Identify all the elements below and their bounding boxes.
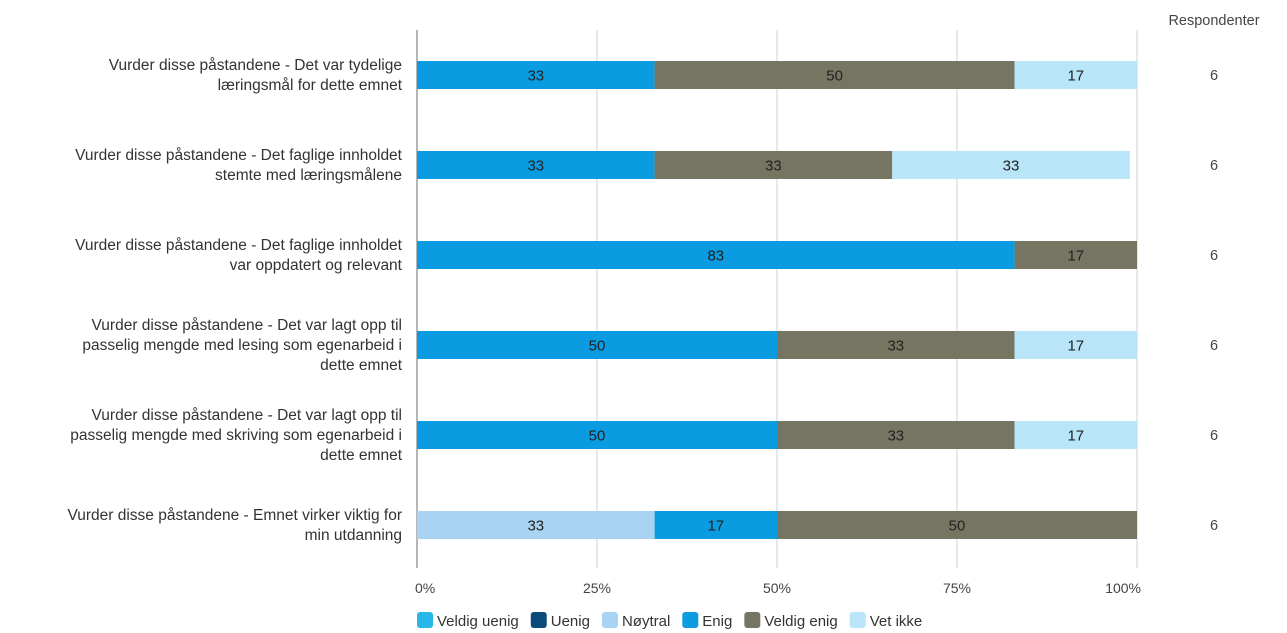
respondents-header: Respondenter (1168, 13, 1259, 29)
bar-value-label: 33 (527, 518, 544, 535)
bar-value-label: 33 (887, 338, 904, 355)
bar-segment (417, 61, 655, 89)
bar-segment (654, 61, 1015, 89)
legend-swatch (682, 612, 699, 628)
bar-value-label: 33 (527, 158, 544, 175)
category-label: læringsmål for dette emnet (218, 77, 403, 94)
bar-segment (417, 511, 655, 539)
legend-item: Enig (682, 612, 732, 630)
legend-swatch (601, 612, 618, 628)
bars: 33 50 17 33 33 33 83 17 50 33 17 50 33 17 33 17 50 (417, 61, 1137, 539)
category-labels: Vurder disse påstandene - Det var tydeli… (67, 57, 402, 544)
legend-item: Vet ikke (849, 612, 923, 630)
bar-value-label: 33 (527, 68, 544, 85)
legend-swatch (530, 612, 547, 628)
category-label: dette emnet (320, 447, 403, 464)
bar-segment (417, 421, 777, 449)
legend-item: Veldig uenig (417, 612, 519, 630)
legend-item: Uenig (530, 612, 590, 630)
bar-value-label: 33 (765, 158, 782, 175)
bar-value-label: 83 (707, 248, 724, 265)
category-label: passelig mengde med skriving som egenarb… (70, 427, 402, 444)
bar-value-label: 50 (589, 428, 606, 445)
legend-item: Nøytral (601, 612, 670, 630)
respondent-count: 6 (1210, 428, 1218, 444)
bar-value-label: 17 (1067, 248, 1084, 265)
bar-value-label: 33 (887, 428, 904, 445)
bar-segment (1014, 241, 1137, 269)
category-label: Vurder disse påstandene - Det var tydeli… (109, 57, 402, 74)
bar-value-label: 33 (1003, 158, 1020, 175)
bar-value-label: 17 (1067, 428, 1084, 445)
category-label: dette emnet (320, 357, 403, 374)
legend-label: Vet ikke (870, 613, 923, 630)
grid-lines (416, 30, 1138, 568)
bar-segment (892, 151, 1130, 179)
x-tick-label: 50% (763, 580, 791, 596)
bar-segment (654, 511, 777, 539)
legend-label: Veldig uenig (437, 613, 519, 630)
bar-value-label: 50 (949, 518, 966, 535)
respondent-count: 6 (1210, 68, 1218, 84)
bar-value-label: 17 (707, 518, 724, 535)
respondents-column: Respondenter 6 6 6 6 6 6 (1168, 13, 1259, 534)
bar-segment (1014, 421, 1137, 449)
legend-label: Enig (702, 613, 732, 630)
category-label: Vurder disse påstandene - Det var lagt o… (92, 407, 402, 424)
respondent-count: 6 (1210, 248, 1218, 264)
category-label: Vurder disse påstandene - Emnet virker v… (67, 507, 402, 524)
bar-segment (1014, 61, 1137, 89)
bar-segment (654, 151, 893, 179)
bar-segment (1014, 331, 1137, 359)
bar-segment (417, 331, 777, 359)
bar-value-label: 50 (589, 338, 606, 355)
legend-swatch (417, 612, 433, 628)
bar-segment (777, 421, 1015, 449)
bar-value-label: 17 (1067, 68, 1084, 85)
bar-segment (777, 331, 1015, 359)
category-label: Vurder disse påstandene - Det faglige in… (75, 147, 403, 164)
x-tick-label: 0% (415, 580, 435, 596)
respondent-count: 6 (1210, 158, 1218, 174)
x-tick-label: 75% (943, 580, 971, 596)
category-label: var oppdatert og relevant (230, 257, 403, 274)
legend-label: Uenig (551, 613, 590, 630)
respondent-count: 6 (1210, 518, 1218, 534)
legend-label: Veldig enig (764, 613, 837, 630)
respondent-count: 6 (1210, 338, 1218, 354)
legend-item: Veldig enig (744, 612, 838, 630)
legend: Veldig uenig Uenig Nøytral Enig Veldig enig V… (417, 612, 922, 630)
x-axis-ticks: 0% 25% 50% 75% 100% (415, 580, 1141, 596)
legend-swatch (744, 612, 761, 628)
category-label: min utdanning (305, 527, 402, 544)
x-tick-label: 25% (583, 580, 611, 596)
bar-segment (777, 511, 1137, 539)
bar-segment (417, 151, 655, 179)
category-label: Vurder disse påstandene - Det var lagt o… (92, 317, 402, 334)
bar-value-label: 17 (1067, 338, 1084, 355)
bar-segment (417, 241, 1015, 269)
bar-value-label: 50 (826, 68, 843, 85)
legend-label: Nøytral (622, 613, 670, 630)
category-label: passelig mengde med lesing som egenarbei… (82, 337, 402, 354)
x-tick-label: 100% (1105, 580, 1141, 596)
category-label: stemte med læringsmålene (215, 167, 402, 184)
category-label: Vurder disse påstandene - Det faglige in… (75, 237, 403, 254)
legend-swatch (849, 612, 866, 628)
